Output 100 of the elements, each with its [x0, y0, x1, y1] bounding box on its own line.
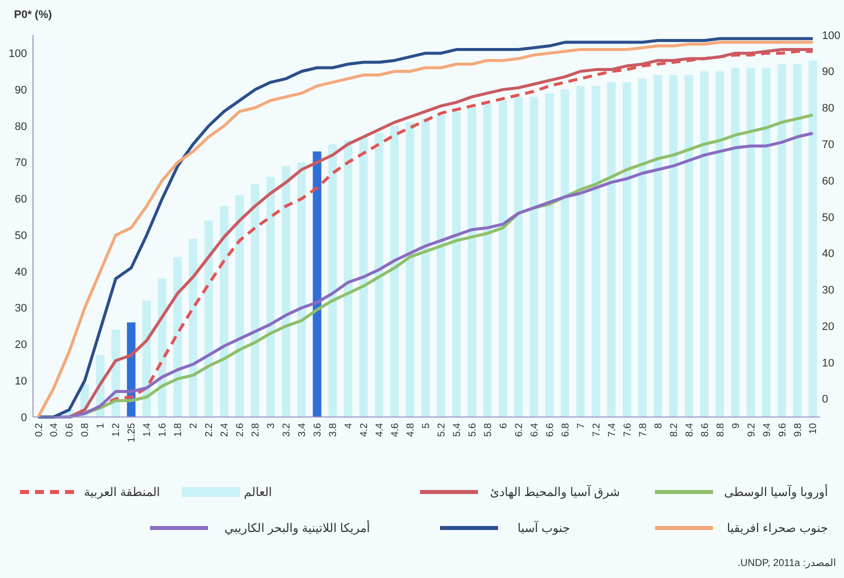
x-tick-label: 3.2	[282, 422, 293, 437]
bar	[266, 176, 275, 417]
x-tick-label: 9.4	[762, 422, 773, 437]
y2-tick-label: 0	[822, 394, 828, 406]
x-tick-label: 1	[96, 422, 107, 429]
bar	[282, 166, 290, 417]
y-tick-label: 40	[14, 266, 27, 278]
x-tick-label: 8.8	[715, 422, 726, 437]
bar	[700, 71, 709, 417]
bar	[654, 75, 662, 417]
legend-label: العالم	[244, 485, 272, 500]
bar	[235, 195, 244, 417]
y-tick-label: 90	[14, 84, 27, 96]
bar	[607, 82, 616, 417]
x-tick-label: 9.8	[792, 422, 804, 437]
y2-tick-label: 60	[822, 175, 834, 188]
x-tick-label: 7.6	[622, 422, 634, 437]
bar	[808, 60, 817, 417]
bar	[312, 151, 322, 417]
y-tick-label: 100	[8, 48, 27, 60]
bar	[669, 75, 678, 417]
bar	[188, 238, 198, 417]
x-tick-label: 1.6	[158, 422, 169, 437]
x-tick-label: 2.2	[204, 422, 216, 437]
y-axis-title: P0* (%)	[14, 9, 52, 21]
bar	[716, 71, 724, 417]
x-tick-label: 4.2	[359, 422, 370, 437]
bar	[746, 68, 756, 417]
y2-tick-label: 70	[822, 138, 834, 151]
legend-label: جنوب آسيا	[517, 520, 570, 536]
x-tick-label: 0.6	[64, 422, 76, 437]
y2-tick-label: 10	[822, 357, 834, 370]
x-tick-label: 5.6	[467, 422, 478, 437]
x-tick-label: 2.8	[250, 422, 262, 437]
x-tick-label: 2	[188, 422, 200, 429]
text: المصدر: UNDP, 2011a.	[738, 558, 836, 569]
y2-tick-label: 40	[822, 248, 834, 260]
x-tick-label: 6.6	[544, 422, 556, 437]
legend-label: شرق آسيا والمحيط الهادئ	[490, 484, 620, 500]
x-tick-label: 5	[421, 422, 432, 429]
bar	[250, 184, 260, 417]
bar	[359, 136, 368, 417]
x-tick-label: 1.8	[173, 422, 184, 437]
x-tick-label: 7.8	[638, 422, 649, 437]
x-tick-label: 4.8	[406, 422, 417, 437]
x-tick-label: 6	[498, 422, 510, 429]
x-tick-label: 2.6	[235, 422, 246, 437]
x-tick-label: 3.8	[328, 422, 340, 437]
x-tick-label: 8.2	[668, 422, 680, 437]
bar	[344, 140, 352, 417]
x-tick-label: 3.4	[297, 422, 308, 437]
x-tick-label: 9.6	[777, 422, 788, 437]
bar	[483, 104, 492, 417]
bar	[638, 78, 647, 417]
x-tick-label: 3	[266, 422, 278, 429]
y-tick-label: 0	[20, 412, 27, 424]
x-tick-label: 5.4	[452, 422, 463, 437]
bar	[545, 93, 554, 417]
bar	[530, 96, 538, 417]
y2-tick-label: 30	[822, 284, 834, 297]
y-tick-label: 70	[14, 157, 27, 170]
x-tick-label: 3.6	[312, 422, 324, 437]
x-tick-label: 4.6	[390, 422, 402, 437]
x-tick-label: 7	[576, 422, 587, 429]
x-tick-label: 0.4	[49, 422, 60, 437]
bar	[406, 122, 414, 417]
y-tick-label: 80	[14, 120, 27, 133]
y-tick-label: 20	[14, 339, 27, 352]
bar	[468, 108, 476, 417]
y-tick-label: 50	[14, 230, 27, 242]
x-tick-label: 2.4	[220, 422, 231, 437]
x-tick-label: 6.8	[560, 422, 572, 437]
x-tick-label: 4	[344, 422, 355, 429]
legend-label: أوروبا وآسيا الوسطى	[724, 484, 828, 500]
bar	[592, 86, 600, 417]
x-tick-label: 8	[653, 422, 664, 429]
x-tick-label: 6.4	[529, 422, 540, 437]
y2-tick-label: 80	[822, 102, 834, 115]
bar	[390, 126, 399, 417]
x-tick-label: 1.2	[111, 422, 122, 437]
x-tick-label: 1.4	[142, 422, 154, 437]
x-tick-label: 5.2	[436, 422, 448, 437]
x-tick-label: 9	[730, 422, 742, 429]
x-tick-label: 0.2	[34, 422, 45, 437]
bar	[374, 133, 384, 417]
x-tick-label: 4.4	[374, 422, 386, 437]
y-tick-label: 10	[14, 375, 27, 388]
legend-label: جنوب صحراء افريقيا	[726, 521, 828, 536]
bar	[421, 118, 430, 417]
bar	[731, 68, 740, 417]
y-tick-label: 30	[14, 302, 27, 315]
x-tick-label: 9.2	[746, 422, 758, 437]
legend-label: المنطقة العربية	[84, 485, 160, 500]
bar	[452, 111, 461, 417]
x-tick-label: 5.8	[482, 422, 494, 437]
bar	[220, 206, 228, 417]
bar	[173, 256, 182, 417]
x-tick-label: 8.4	[684, 422, 696, 437]
x-tick-label: 7.2	[591, 422, 602, 437]
bar	[328, 144, 337, 417]
